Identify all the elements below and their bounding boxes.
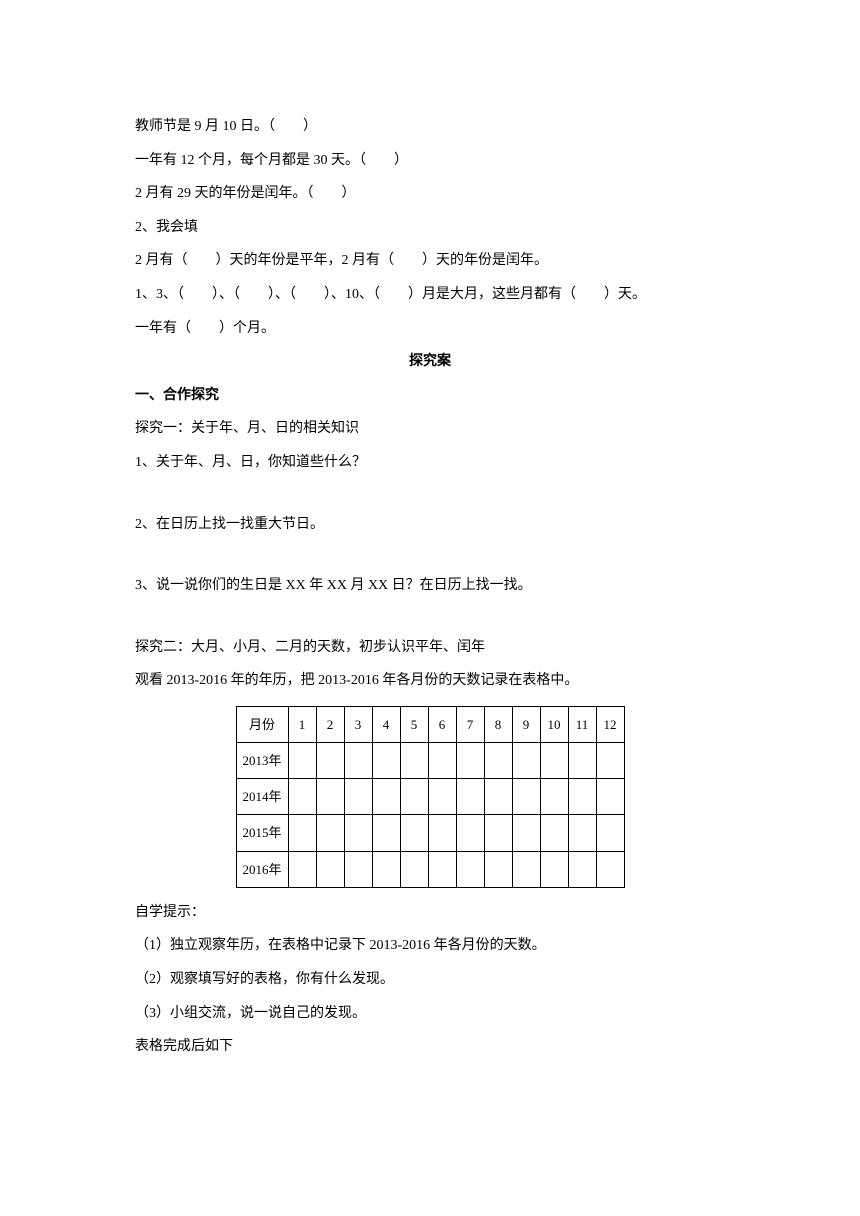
text-line: （1）独立观察年历，在表格中记录下 2013-2016 年各月份的天数。 [135, 929, 725, 963]
table-cell [372, 851, 400, 887]
section-heading: 一、合作探究 [135, 379, 725, 413]
table-cell [568, 815, 596, 851]
table-cell [568, 851, 596, 887]
table-year-cell: 2015年 [236, 815, 288, 851]
table-cell [400, 743, 428, 779]
table-row: 2013年 [236, 743, 624, 779]
table-cell [344, 815, 372, 851]
text-line: 3、说一说你们的生日是 XX 年 XX 月 XX 日？在日历上找一找。 [135, 569, 725, 603]
text-line: （3）小组交流，说一说自己的发现。 [135, 997, 725, 1031]
table-cell [540, 779, 568, 815]
text-line: 2 月有（ ）天的年份是平年，2 月有（ ）天的年份是闰年。 [135, 244, 725, 278]
table-cell [428, 779, 456, 815]
table-cell [596, 815, 624, 851]
table-cell [372, 743, 400, 779]
table-cell [484, 815, 512, 851]
text-line: 自学提示： [135, 896, 725, 930]
text-line: 2 月有 29 天的年份是闰年。（ ） [135, 177, 725, 211]
table-year-cell: 2013年 [236, 743, 288, 779]
table-year-cell: 2016年 [236, 851, 288, 887]
table-cell [372, 779, 400, 815]
table-cell [316, 779, 344, 815]
table-cell [400, 815, 428, 851]
table-row: 2016年 [236, 851, 624, 887]
spacer [135, 480, 725, 508]
spacer [135, 603, 725, 631]
table-cell [428, 815, 456, 851]
table-cell [344, 743, 372, 779]
spacer [135, 541, 725, 569]
text-line: 一年有 12 个月，每个月都是 30 天。（ ） [135, 144, 725, 178]
table-header-month: 4 [372, 706, 400, 742]
table-header-month: 12 [596, 706, 624, 742]
table-header-month: 11 [568, 706, 596, 742]
text-line: 探究一：关于年、月、日的相关知识 [135, 412, 725, 446]
table-cell [512, 851, 540, 887]
text-line: 观看 2013-2016 年的年历，把 2013-2016 年各月份的天数记录在… [135, 664, 725, 698]
table-header-month: 7 [456, 706, 484, 742]
table-cell [316, 743, 344, 779]
text-line: 1、3、（ ）、（ ）、（ ）、10、（ ）月是大月，这些月都有（ ）天。 [135, 278, 725, 312]
text-line: （2）观察填写好的表格，你有什么发现。 [135, 963, 725, 997]
table-cell [288, 779, 316, 815]
table-cell [400, 851, 428, 887]
table-cell [596, 743, 624, 779]
text-line: 2、我会填 [135, 211, 725, 245]
text-line: 表格完成后如下 [135, 1030, 725, 1064]
table-cell [316, 851, 344, 887]
table-cell [288, 743, 316, 779]
table-cell [512, 743, 540, 779]
table-cell [596, 779, 624, 815]
table-cell [512, 815, 540, 851]
table-cell [288, 851, 316, 887]
table-cell [456, 779, 484, 815]
table-cell [540, 815, 568, 851]
table-cell [316, 815, 344, 851]
table-cell [456, 851, 484, 887]
section-heading-center: 探究案 [135, 345, 725, 379]
table-cell [456, 815, 484, 851]
table-header-month: 10 [540, 706, 568, 742]
text-line: 教师节是 9 月 10 日。（ ） [135, 110, 725, 144]
table-header-month: 5 [400, 706, 428, 742]
table-header-month: 2 [316, 706, 344, 742]
text-line: 2、在日历上找一找重大节日。 [135, 508, 725, 542]
table-cell [456, 743, 484, 779]
table-row: 2015年 [236, 815, 624, 851]
table-cell [288, 815, 316, 851]
table-cell [344, 851, 372, 887]
table-cell [596, 851, 624, 887]
table-cell [484, 851, 512, 887]
table-year-cell: 2014年 [236, 779, 288, 815]
table-cell [428, 851, 456, 887]
table-cell [540, 851, 568, 887]
table-header-month: 9 [512, 706, 540, 742]
table-header-row: 月份 1 2 3 4 5 6 7 8 9 10 11 12 [236, 706, 624, 742]
table-cell [568, 779, 596, 815]
table-cell [344, 779, 372, 815]
table-cell [484, 743, 512, 779]
table-cell [540, 743, 568, 779]
table-header-month: 8 [484, 706, 512, 742]
table-cell [372, 815, 400, 851]
table-cell [568, 743, 596, 779]
table-header-month: 1 [288, 706, 316, 742]
table-cell [484, 779, 512, 815]
table-header-month: 3 [344, 706, 372, 742]
table-cell [512, 779, 540, 815]
text-line: 1、关于年、月、日，你知道些什么？ [135, 446, 725, 480]
table-header-month: 6 [428, 706, 456, 742]
table-cell [428, 743, 456, 779]
table-row: 2014年 [236, 779, 624, 815]
table-header-label: 月份 [236, 706, 288, 742]
text-line: 一年有（ ）个月。 [135, 312, 725, 346]
table-cell [400, 779, 428, 815]
month-days-table: 月份 1 2 3 4 5 6 7 8 9 10 11 12 2013年 2014… [236, 706, 625, 888]
text-line: 探究二：大月、小月、二月的天数，初步认识平年、闰年 [135, 631, 725, 665]
